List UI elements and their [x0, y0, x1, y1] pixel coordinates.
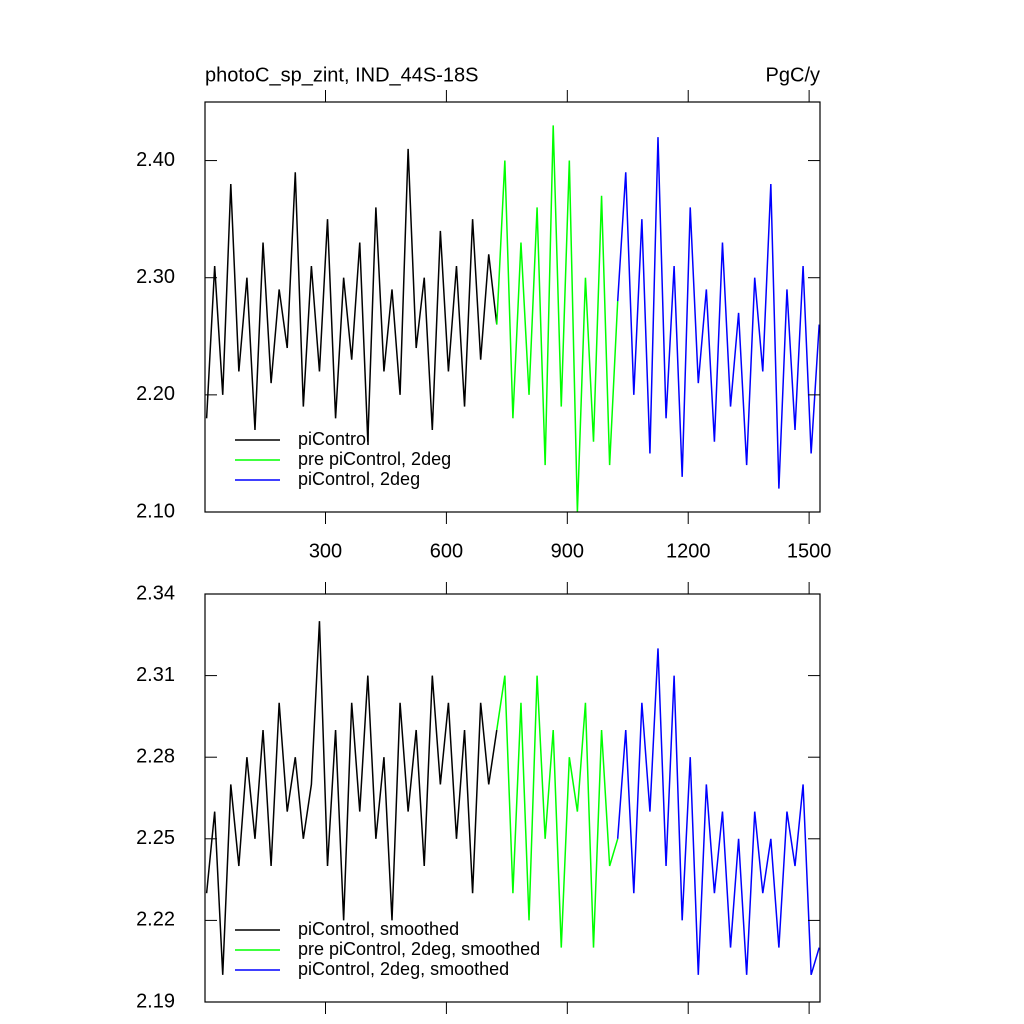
- data-line: [205, 621, 498, 975]
- x-tick-label: 1200: [666, 540, 711, 562]
- legend-label: piControl, smoothed: [298, 919, 459, 939]
- y-tick-label: 2.31: [136, 664, 175, 686]
- y-tick-label: 2.28: [136, 745, 175, 767]
- x-tick-label: 600: [430, 540, 463, 562]
- y-tick-label: 2.10: [136, 500, 175, 522]
- legend-label: pre piControl, 2deg, smoothed: [298, 939, 540, 959]
- data-line: [205, 148, 498, 442]
- units-label: PgC/y: [766, 64, 820, 86]
- x-tick-label: 300: [309, 540, 342, 562]
- plot-frame: [204, 101, 821, 513]
- y-tick-label: 2.20: [136, 383, 175, 405]
- x-tick-label: 900: [551, 540, 584, 562]
- legend-label: pre piControl, 2deg: [298, 449, 451, 469]
- data-line: [616, 137, 820, 489]
- chart-title: photoC_sp_zint, IND_44S-18S: [205, 64, 479, 86]
- legend-label: piControl: [298, 429, 370, 449]
- y-tick-label: 2.30: [136, 266, 175, 288]
- y-tick-label: 2.40: [136, 149, 175, 171]
- data-line: [496, 125, 619, 513]
- legend-label: piControl, 2deg, smoothed: [298, 959, 509, 979]
- data-line: [616, 648, 820, 976]
- data-line: [496, 675, 619, 948]
- plot-frame: [204, 593, 821, 1003]
- y-tick-label: 2.22: [136, 909, 175, 931]
- y-tick-label: 2.25: [136, 827, 175, 849]
- y-tick-label: 2.34: [136, 582, 175, 604]
- legend-label: piControl, 2deg: [298, 469, 420, 489]
- y-tick-label: 2.19: [136, 990, 175, 1012]
- x-tick-label: 1500: [787, 540, 832, 562]
